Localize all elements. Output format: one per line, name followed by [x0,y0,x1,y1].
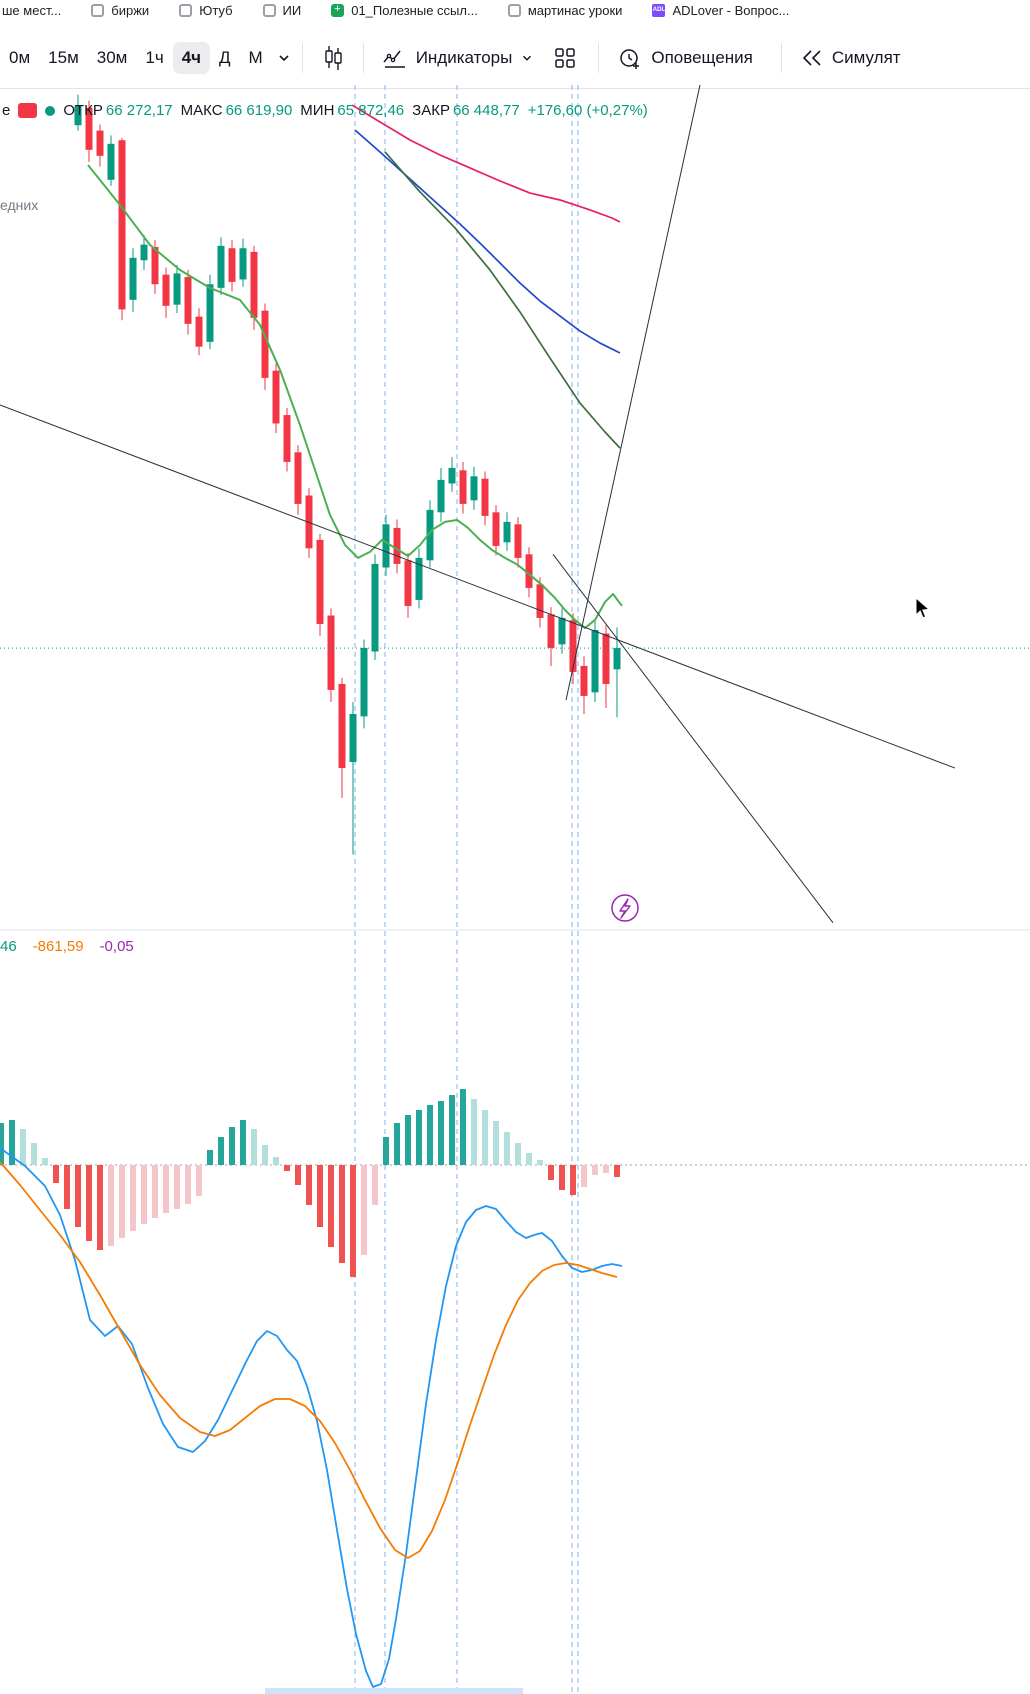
bookmark-label: ше мест... [2,2,62,18]
bookmark-label: биржи [111,2,150,18]
close-label: ЗАКР [412,102,450,119]
bookmark-favicon [507,3,521,17]
toolbar-separator [362,43,364,73]
alerts-label: Оповещения [651,48,753,67]
macd-signal-value: -0,05 [99,938,134,955]
bookmark-label: Ютуб [199,2,233,18]
candle-style-icon[interactable] [313,45,353,71]
alert-clock-plus-icon [617,45,643,71]
bookmark-item[interactable]: ИИ [262,2,302,18]
lightning-bolt-button[interactable] [611,894,639,922]
timeframe-button-15m[interactable]: 15м [48,48,79,67]
bookmark-label: ИИ [282,2,302,18]
alerts-button[interactable]: Оповещения [609,39,761,77]
timeframe-button-0m[interactable]: 0м [9,48,31,67]
moving-average-lines [87,104,623,630]
low-label: МИН [300,102,335,119]
bookmark-favicon-green [331,3,345,17]
timeframe-button-30m[interactable]: 30м [96,48,128,67]
open-value: 66 272,17 [105,102,173,119]
bookmark-favicon [91,3,105,17]
bookmark-item[interactable]: 01_Полезные ссыл... [331,3,478,18]
timeframe-dropdown-chevron-icon[interactable] [276,50,292,66]
symbol-legend: е ОТКР 66 272,17 МАКС 66 619,90 МИН 65 872,… [2,102,648,119]
bookmark-favicon [179,3,193,17]
layout-grid-icon[interactable] [542,47,588,69]
timeframe-button-day[interactable]: Д [219,48,231,67]
toolbar-separator [598,43,600,73]
indicators-label: Индикаторы [415,48,513,67]
toolbar-separator [780,43,782,73]
bookmark-item[interactable]: ше мест... [2,3,61,18]
toolbar-separator [301,43,303,73]
bookmark-label: ADLover - Вопрос... [672,2,790,18]
timeframe-button-month[interactable]: М [248,48,263,67]
macd-line-value: -861,59 [32,938,84,955]
simulator-label: Симулят [831,48,901,67]
indicators-icon [382,46,408,70]
candlestick-series [74,94,621,855]
indicators-button[interactable]: Индикаторы [374,40,543,76]
timeframe-button-4h-active[interactable]: 4ч [172,42,211,74]
macd-panel [0,1089,1030,1694]
bookmark-label: мартинас уроки [527,2,623,18]
macd-hist-value: 46 [0,938,17,955]
vertical-dashed-guides[interactable] [354,85,579,1694]
indicators-chevron-icon [520,51,534,65]
symbol-logo-icon [18,103,38,118]
bookmark-item[interactable]: мартинас уроки [507,2,623,18]
bookmark-item[interactable]: ADL ADLover - Вопрос... [652,3,789,18]
bookmark-item[interactable]: биржи [91,3,149,18]
bookmark-label: 01_Полезные ссыл... [351,2,478,18]
low-value: 65 872,46 [337,102,405,119]
chart-toolbar: 0м 15м 30м 1ч 4ч Д М [0,28,1030,89]
simulator-button[interactable]: Симулят [792,42,909,74]
bookmark-item[interactable]: Ютуб [179,2,233,18]
bookmark-favicon [262,3,276,17]
high-value: 66 619,90 [225,102,293,119]
mouse-cursor-icon [915,596,931,619]
trendline-drawings[interactable] [0,85,956,924]
high-label: МАКС [180,102,223,119]
change-value: +176,60 (+0,27%) [527,102,648,119]
rewind-icon [800,48,824,68]
symbol-status-dot-icon[interactable] [45,105,56,116]
bookmarks-bar: ше мест... биржи Ютуб ИИ 01_Полезные ссы… [0,0,1030,20]
open-label: ОТКР [63,102,103,119]
chart-canvas[interactable] [0,85,1030,1694]
indicator-title-partial: едних [0,197,39,213]
bookmark-favicon-adl: ADL [652,3,666,17]
close-value: 66 448,77 [452,102,520,119]
symbol-name-partial[interactable]: е [2,102,11,119]
macd-legend: 46 -861,59 -0,05 [0,938,134,955]
timeframe-button-1h[interactable]: 1ч [145,48,164,67]
